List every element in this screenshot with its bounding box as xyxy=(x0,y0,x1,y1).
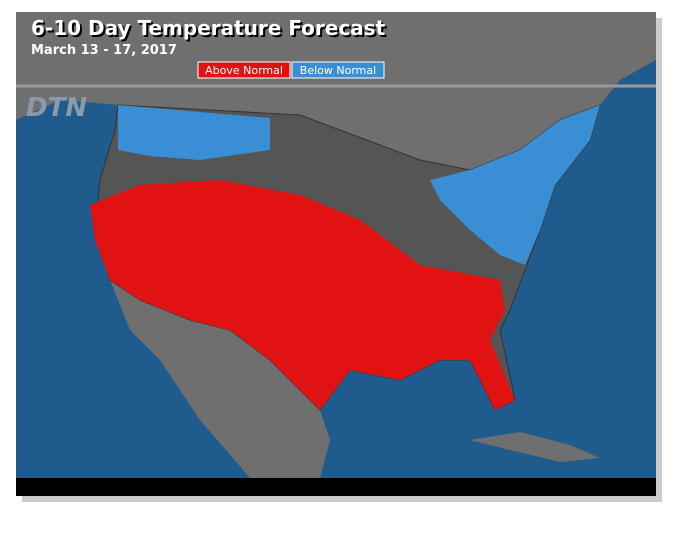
below-normal-west xyxy=(118,105,270,160)
cuba xyxy=(470,432,600,462)
logo: DTN xyxy=(26,93,87,123)
legend-label: Above Normal xyxy=(205,64,283,77)
legend-swatch xyxy=(291,61,385,79)
subtitle: March 13 - 17, 2017 xyxy=(31,43,177,58)
legend: Above Normal Below Normal xyxy=(197,61,385,79)
title: 6-10 Day Temperature Forecast xyxy=(31,16,386,40)
title-shadow: 6-10 Day Temperature Forecast xyxy=(33,18,388,42)
legend-label: Below Normal xyxy=(300,64,376,77)
below-normal-east xyxy=(430,105,600,265)
legend-swatch xyxy=(197,61,291,79)
above-normal xyxy=(90,180,515,410)
mexico xyxy=(110,280,330,478)
bottom-bar xyxy=(16,478,656,496)
canada xyxy=(16,12,656,170)
